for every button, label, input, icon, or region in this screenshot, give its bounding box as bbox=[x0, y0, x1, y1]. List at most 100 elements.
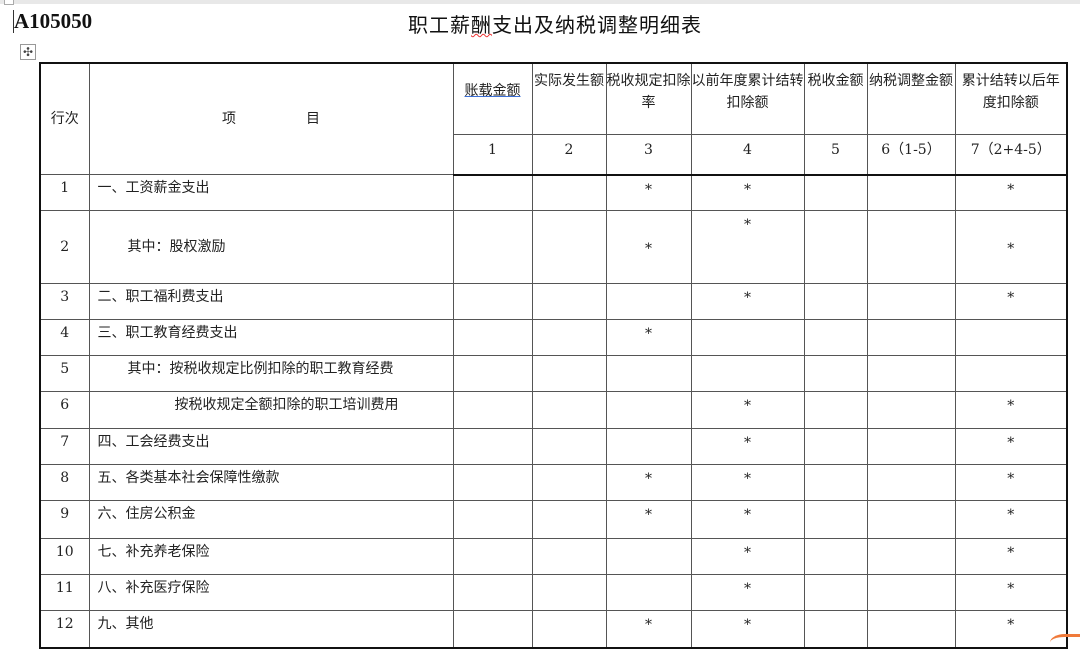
table-cell[interactable]: * bbox=[690, 464, 805, 501]
table-cell[interactable] bbox=[605, 538, 692, 575]
table-cell[interactable] bbox=[803, 574, 868, 611]
table-cell[interactable] bbox=[452, 391, 533, 429]
table-cell[interactable]: * bbox=[605, 610, 692, 648]
table-cell[interactable] bbox=[954, 355, 1068, 392]
table-cell[interactable] bbox=[531, 319, 607, 356]
table-cell[interactable] bbox=[605, 355, 692, 392]
column-number: 1 bbox=[452, 133, 533, 176]
table-cell[interactable]: * bbox=[690, 283, 805, 320]
table-row: 2 其中：股权激励 * * * bbox=[39, 210, 1068, 284]
table-cell[interactable] bbox=[803, 319, 868, 356]
table-cell[interactable] bbox=[803, 464, 868, 501]
table-cell[interactable] bbox=[452, 355, 533, 392]
table-cell[interactable] bbox=[452, 610, 533, 648]
table-cell[interactable] bbox=[803, 283, 868, 320]
table-cell[interactable]: * bbox=[690, 610, 805, 648]
table-cell[interactable] bbox=[690, 319, 805, 356]
row-item-label: 三、职工教育经费支出 bbox=[88, 319, 454, 356]
table-cell[interactable] bbox=[866, 574, 956, 611]
table-cell[interactable] bbox=[866, 355, 956, 392]
form-code: A105050 bbox=[14, 9, 93, 33]
table-cell[interactable] bbox=[866, 428, 956, 465]
table-cell[interactable] bbox=[605, 428, 692, 465]
table-cell[interactable]: * bbox=[690, 391, 805, 429]
table-cell[interactable] bbox=[531, 500, 607, 539]
table-cell[interactable] bbox=[690, 355, 805, 392]
table-cell[interactable] bbox=[531, 174, 607, 211]
table-cell[interactable] bbox=[866, 464, 956, 501]
table-cell[interactable] bbox=[452, 319, 533, 356]
table-cell[interactable]: * bbox=[690, 174, 805, 211]
table-cell[interactable] bbox=[531, 610, 607, 648]
table-cell[interactable]: * bbox=[954, 391, 1068, 429]
table-cell[interactable] bbox=[866, 210, 956, 284]
table-cell[interactable] bbox=[531, 574, 607, 611]
table-cell[interactable]: * bbox=[954, 210, 1068, 284]
table-cell[interactable] bbox=[452, 210, 533, 284]
table-cell[interactable] bbox=[803, 391, 868, 429]
spelling-error-word[interactable]: 酬 bbox=[471, 13, 492, 37]
table-cell[interactable] bbox=[452, 574, 533, 611]
table-cell[interactable]: * bbox=[690, 500, 805, 539]
table-cell[interactable]: * bbox=[954, 283, 1068, 320]
table-cell[interactable] bbox=[803, 355, 868, 392]
table-cell[interactable] bbox=[605, 283, 692, 320]
table-cell[interactable] bbox=[531, 538, 607, 575]
column-number: 7（2+4-5） bbox=[954, 133, 1068, 176]
table-cell[interactable]: * bbox=[690, 428, 805, 465]
table-cell[interactable]: * bbox=[605, 210, 692, 284]
table-cell[interactable]: * bbox=[954, 464, 1068, 501]
detail-table: 行次 项 目 账载金额 实际发生额 税收规定扣除率 以前年度累计结转扣除额 税收… bbox=[39, 62, 1068, 649]
row-number: 7 bbox=[39, 428, 90, 465]
table-cell[interactable] bbox=[452, 428, 533, 465]
table-cell[interactable] bbox=[605, 574, 692, 611]
table-cell[interactable] bbox=[452, 500, 533, 539]
table-cell[interactable] bbox=[531, 210, 607, 284]
table-cell[interactable] bbox=[954, 319, 1068, 356]
table-cell[interactable]: * bbox=[954, 574, 1068, 611]
table-cell[interactable] bbox=[866, 500, 956, 539]
table-cell[interactable]: * bbox=[605, 174, 692, 211]
table-move-handle-icon[interactable]: ✣ bbox=[20, 44, 36, 60]
table-cell[interactable]: * bbox=[690, 574, 805, 611]
table-cell[interactable] bbox=[866, 174, 956, 211]
table-cell[interactable]: * bbox=[954, 500, 1068, 539]
page-title: 职工薪酬支出及纳税调整明细表 bbox=[408, 9, 702, 38]
table-cell[interactable] bbox=[531, 464, 607, 501]
table-cell[interactable]: * bbox=[605, 500, 692, 539]
table-cell[interactable] bbox=[803, 538, 868, 575]
title-part: 职工薪 bbox=[408, 13, 471, 37]
table-cell[interactable]: * bbox=[954, 610, 1068, 648]
table-cell[interactable] bbox=[866, 283, 956, 320]
table-cell[interactable]: * bbox=[605, 319, 692, 356]
table-cell[interactable] bbox=[452, 538, 533, 575]
table-row: 5 其中：按税收规定比例扣除的职工教育经费 bbox=[39, 355, 1068, 392]
table-cell[interactable]: * bbox=[954, 538, 1068, 575]
column-number: 6（1-5） bbox=[866, 133, 956, 176]
table-cell[interactable] bbox=[452, 283, 533, 320]
table-cell[interactable] bbox=[803, 210, 868, 284]
table-cell[interactable] bbox=[531, 355, 607, 392]
table-cell[interactable] bbox=[605, 391, 692, 429]
table-cell[interactable]: * bbox=[954, 428, 1068, 465]
table-cell[interactable]: * bbox=[690, 210, 805, 284]
table-cell[interactable] bbox=[803, 428, 868, 465]
table-cell[interactable] bbox=[866, 610, 956, 648]
row-number: 11 bbox=[39, 574, 90, 611]
table-cell[interactable] bbox=[452, 174, 533, 211]
column-number: 2 bbox=[531, 133, 607, 176]
table-cell[interactable]: * bbox=[605, 464, 692, 501]
table-cell[interactable] bbox=[452, 464, 533, 501]
table-cell[interactable] bbox=[803, 610, 868, 648]
table-cell[interactable] bbox=[803, 500, 868, 539]
table-cell[interactable] bbox=[531, 428, 607, 465]
table-cell[interactable] bbox=[531, 283, 607, 320]
page-corner-mark bbox=[4, 0, 14, 5]
table-cell[interactable]: * bbox=[690, 538, 805, 575]
table-cell[interactable]: * bbox=[954, 174, 1068, 211]
table-cell[interactable] bbox=[866, 391, 956, 429]
table-cell[interactable] bbox=[803, 174, 868, 211]
table-cell[interactable] bbox=[866, 319, 956, 356]
table-cell[interactable] bbox=[866, 538, 956, 575]
table-cell[interactable] bbox=[531, 391, 607, 429]
